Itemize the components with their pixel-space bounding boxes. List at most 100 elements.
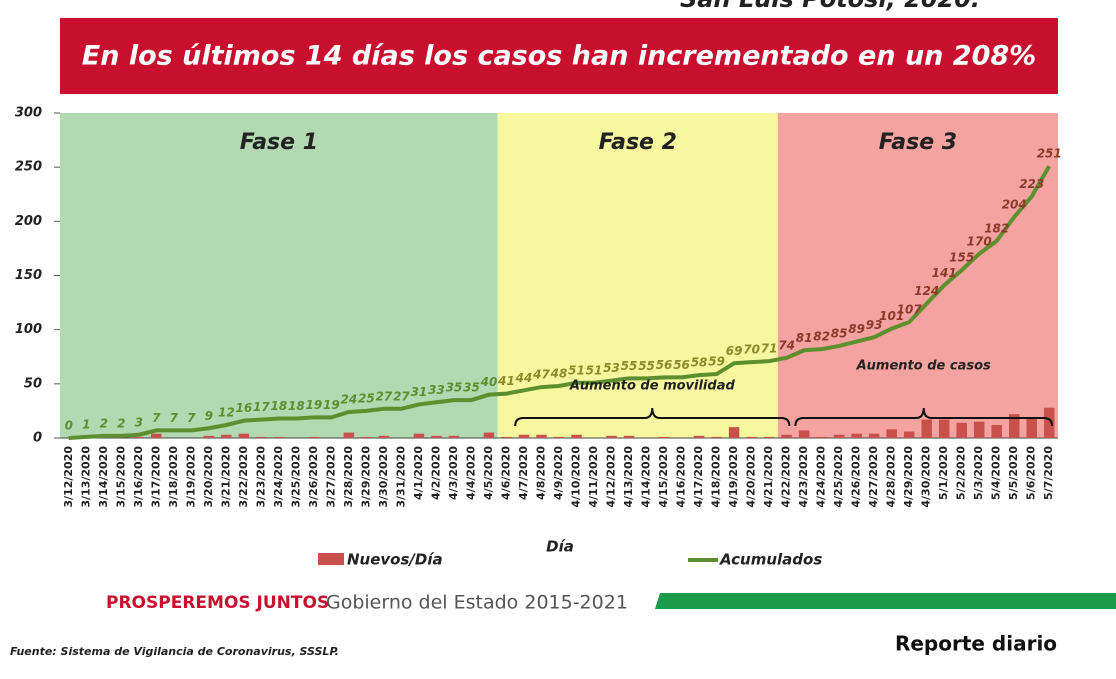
bar	[413, 433, 425, 438]
x-tick-label: 4/21/2020	[762, 446, 775, 508]
source: Fuente: Sistema de Vigilancia de Coronav…	[10, 645, 339, 658]
data-label: 141	[932, 266, 957, 280]
legend-swatch	[318, 553, 344, 565]
data-label: 74	[778, 338, 795, 352]
bar	[151, 433, 162, 438]
x-tick-label: 4/29/2020	[902, 446, 915, 508]
x-tick-label: 4/14/2020	[640, 446, 653, 508]
bar	[693, 435, 705, 438]
data-label: 31	[411, 385, 428, 399]
x-tick-label: 4/17/2020	[692, 446, 705, 508]
x-tick-label: 4/5/2020	[482, 446, 495, 500]
x-tick-label: 4/3/2020	[447, 446, 460, 500]
data-label: 82	[813, 330, 830, 344]
bar	[518, 434, 530, 438]
y-tick-label: 200	[15, 214, 42, 229]
phase-label: Fase 2	[599, 130, 677, 155]
data-label: 2	[100, 416, 108, 430]
x-tick-label: 3/19/2020	[184, 446, 197, 508]
x-tick-label: 4/18/2020	[710, 446, 723, 508]
x-tick-label: 4/2/2020	[429, 446, 442, 500]
bar	[308, 436, 320, 438]
bar	[728, 427, 740, 438]
bar	[536, 434, 547, 438]
x-tick-label: 3/18/2020	[167, 446, 180, 508]
x-tick-label: 3/24/2020	[272, 446, 285, 508]
data-label: 48	[550, 367, 568, 381]
data-label: 81	[796, 331, 813, 345]
x-tick-label: 4/10/2020	[570, 446, 583, 508]
x-tick-label: 3/26/2020	[307, 446, 320, 508]
data-label: 33	[428, 383, 445, 397]
annotation: Aumento de casos	[856, 359, 991, 374]
data-label: 170	[967, 234, 992, 248]
data-label: 59	[708, 355, 725, 369]
bar	[448, 435, 460, 438]
x-tick-label: 4/19/2020	[727, 446, 740, 508]
data-label: 2	[117, 416, 125, 430]
x-tick-label: 4/25/2020	[832, 446, 845, 508]
bar	[886, 429, 897, 438]
data-label: 19	[323, 398, 340, 412]
bar	[746, 436, 757, 438]
bar	[851, 433, 862, 438]
brace	[514, 407, 791, 427]
x-tick-label: 5/5/2020	[1007, 446, 1020, 500]
x-tick-label: 3/14/2020	[97, 446, 110, 508]
x-tick-label: 4/27/2020	[867, 446, 880, 508]
x-tick-label: 5/1/2020	[937, 446, 950, 500]
x-tick-label: 4/12/2020	[605, 446, 618, 508]
x-tick-label: 4/23/2020	[797, 446, 810, 508]
x-tick-label: 3/15/2020	[114, 446, 127, 508]
x-tick-label: 4/24/2020	[815, 446, 828, 508]
x-tick-label: 3/13/2020	[79, 446, 92, 508]
y-tick-label: 150	[15, 268, 42, 283]
subtitle: San Luis Potosí, 2020.	[680, 0, 980, 13]
x-tick-label: 4/1/2020	[412, 446, 425, 500]
data-label: 41	[497, 374, 515, 388]
plot-area: Fase 1 Fase 2 Fase 30501001502002503003/12…	[15, 106, 1062, 508]
y-tick-label: 250	[15, 160, 42, 175]
x-tick-label: 5/2/2020	[955, 446, 968, 500]
data-label: 124	[914, 284, 939, 298]
data-label: 93	[866, 318, 883, 332]
x-tick-label: 3/27/2020	[324, 446, 337, 508]
bar	[606, 435, 617, 438]
phase-band	[60, 113, 498, 438]
x-tick-label: 3/29/2020	[359, 446, 372, 508]
x-tick-label: 3/25/2020	[289, 446, 302, 508]
data-label: 9	[205, 409, 213, 423]
x-tick-label: 5/3/2020	[972, 446, 985, 500]
data-label: 107	[897, 303, 923, 317]
x-tick-label: 4/20/2020	[745, 446, 758, 508]
data-label: 47	[532, 368, 550, 382]
data-label: 7	[187, 411, 196, 425]
data-label: 58	[691, 356, 708, 370]
data-label: 24	[341, 393, 358, 407]
x-tick-label: 3/16/2020	[132, 446, 145, 508]
bar	[238, 433, 250, 438]
x-tick-label: 3/22/2020	[237, 446, 250, 508]
y-tick-label: 50	[24, 376, 42, 391]
x-tick-label: 3/30/2020	[377, 446, 390, 508]
bar	[816, 436, 827, 438]
data-label: 56	[656, 358, 673, 372]
x-tick-label: 4/16/2020	[675, 446, 688, 508]
government: Gobierno del Estado 2015-2021	[326, 592, 628, 614]
bar	[378, 435, 390, 438]
data-label: 35	[463, 381, 480, 395]
data-label: 182	[984, 221, 1009, 235]
x-tick-label: 3/31/2020	[394, 446, 407, 508]
x-tick-label: 4/13/2020	[622, 446, 635, 508]
data-label: 56	[673, 358, 690, 372]
data-label: 89	[848, 322, 865, 336]
bar	[1026, 417, 1037, 438]
bar	[833, 434, 845, 438]
legend-label: Acumulados	[719, 551, 822, 569]
bar	[623, 435, 635, 438]
data-label: 40	[480, 375, 498, 389]
data-label: 204	[1002, 198, 1027, 212]
data-label: 3	[135, 415, 143, 429]
phase-label: Fase 3	[879, 130, 957, 155]
data-label: 70	[743, 343, 760, 357]
